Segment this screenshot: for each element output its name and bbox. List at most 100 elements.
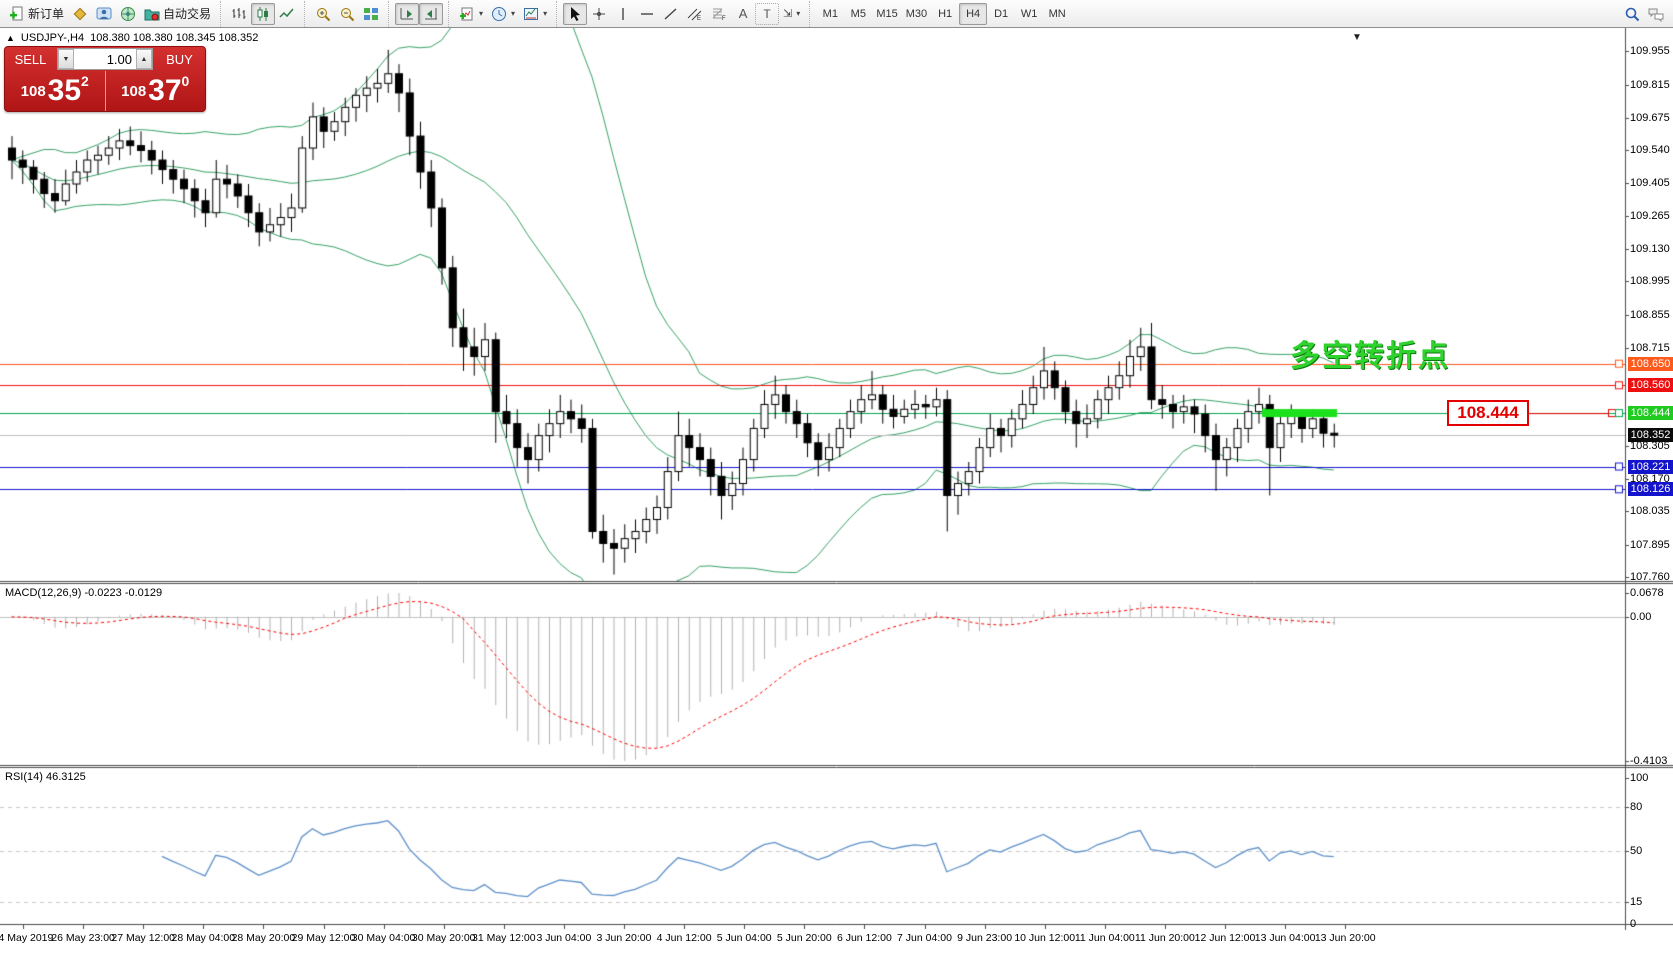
chart-shift-button[interactable] [419,2,444,25]
time-axis-label: 6 Jun 12:00 [836,932,892,944]
time-axis-label: 30 May 04:00 [351,932,416,944]
horizontal-line-button[interactable] [635,3,659,25]
time-axis-label: 7 Jun 04:00 [897,932,952,944]
new-order-label: 新订单 [28,7,65,21]
signals-icon [120,6,136,22]
symbol-period-label: USDJPY-,H4 [20,32,85,44]
text-button[interactable]: A [738,6,748,21]
time-axis-label: 29 May 12:00 [291,932,356,944]
toolbar-group-standard: 新订单 自动交易 [2,1,218,27]
fibonacci-button[interactable] [707,3,731,25]
signals-button[interactable] [116,3,140,25]
timeframe-button-m30[interactable]: M30 [905,7,928,20]
vertical-line-button[interactable] [611,3,635,25]
autotrading-icon [144,6,160,22]
channel-icon [687,6,703,22]
candlestick-button[interactable] [251,2,276,25]
bar-chart-button[interactable] [227,3,251,25]
one-click-collapse-icon[interactable]: ▲ [6,33,15,43]
autotrading-button[interactable]: 自动交易 [140,3,215,25]
text-label-button[interactable]: T [755,2,780,25]
zoom-in-icon [315,6,331,22]
time-axis-label: 28 May 04:00 [171,932,236,944]
timeframe-button-m15[interactable]: M15 [876,7,898,20]
candlestick-icon [255,6,271,22]
channel-button[interactable] [683,3,707,25]
toolbar-group-objects: ▾ ▾ ▾ [448,0,554,27]
buy-price-button[interactable]: 108 37 0 [106,71,206,111]
macd-scale-label: 0.0678 [1630,587,1664,599]
sell-price-sup: 2 [81,73,89,89]
periods-button[interactable]: ▾ [487,3,519,25]
rsi-label: RSI(14) 46.3125 [5,771,86,783]
tile-windows-button[interactable] [359,3,383,25]
line-chart-button[interactable] [275,3,299,25]
templates-icon [523,6,539,22]
buy-price-base: 108 [121,82,147,100]
search-button[interactable] [1620,3,1644,25]
timeframe-button-h4[interactable]: H4 [959,2,988,25]
time-axis-label: 31 May 12:00 [471,932,536,944]
cursor-button[interactable] [563,2,588,25]
zoom-out-button[interactable] [335,3,359,25]
price-axis-tick: 107.895 [1630,538,1670,551]
indicators-dropdown-icon: ▾ [479,9,484,18]
cursor-icon [567,6,583,22]
templates-button[interactable]: ▾ [519,3,551,25]
timeframe-button-w1[interactable]: W1 [1020,7,1038,20]
time-axis-label: 5 Jun 04:00 [716,932,772,944]
autotrading-label: 自动交易 [163,7,212,21]
periods-icon [491,6,507,22]
crosshair-button[interactable] [587,3,611,25]
buy-price-sup: 0 [181,73,190,89]
time-axis-label: 10 Jun 12:00 [1014,932,1076,944]
timeframe-button-m5[interactable]: M5 [850,7,866,20]
indicators-icon [459,6,475,22]
sell-price-button[interactable]: 108 35 2 [5,71,106,111]
strategy-tester-icon [96,6,112,22]
toolbar-group-right [1617,1,1671,27]
toolbar-group-drawing: A T ⇲ ▾ [556,0,807,27]
chart-menu-icon[interactable]: ▼ [1352,32,1362,43]
current-price-badge: 108.352 [1628,428,1673,443]
metaeditor-button[interactable] [68,3,92,25]
auto-scroll-button[interactable] [395,2,420,25]
price-axis-tick: 109.540 [1630,144,1670,157]
sell-button[interactable]: SELL [14,51,47,67]
toolbar-group-zoom [304,0,386,27]
vertical-line-icon [615,6,631,22]
strategy-tester-button[interactable] [92,3,116,25]
chat-button[interactable] [1644,3,1668,25]
price-level-badge: 108.444 [1628,406,1673,421]
timeframe-button-m1[interactable]: M1 [822,7,838,20]
auto-scroll-icon [399,6,415,22]
metaeditor-icon [72,6,88,22]
new-order-button[interactable]: 新订单 [5,3,68,25]
time-axis-label: 3 Jun 20:00 [596,932,652,944]
indicators-button[interactable]: ▾ [455,3,487,25]
templates-dropdown-icon: ▾ [543,9,548,18]
volume-increase-button[interactable]: ▲ [136,49,152,69]
time-axis-label: 30 May 20:00 [411,932,476,944]
volume-input[interactable] [74,49,136,69]
rsi-scale-label: 50 [1630,845,1643,857]
trendline-button[interactable] [659,3,683,25]
buy-button[interactable]: BUY [166,51,193,67]
time-axis-label: 9 Jun 23:00 [957,932,1013,944]
ohlc-readout: 108.380 108.380 108.345 108.352 [90,32,259,44]
price-axis-tick: 109.675 [1630,112,1670,125]
tile-windows-icon [363,6,379,22]
time-axis-label: 28 May 20:00 [231,932,296,944]
sell-price-base: 108 [20,82,46,100]
zoom-in-button[interactable] [311,3,335,25]
timeframe-button-h1[interactable]: H1 [938,7,953,20]
chart-shift-icon [423,6,439,22]
bar-chart-icon [231,6,247,22]
volume-decrease-button[interactable]: ▼ [58,49,74,69]
price-axis-tick: 109.405 [1630,176,1670,189]
arrows-button[interactable]: ⇲ ▾ [779,3,804,25]
timeframe-button-mn[interactable]: MN [1048,7,1066,20]
price-axis-tick: 108.855 [1630,308,1670,321]
timeframe-button-d1[interactable]: D1 [994,7,1009,20]
chart-canvas[interactable] [0,28,1673,953]
